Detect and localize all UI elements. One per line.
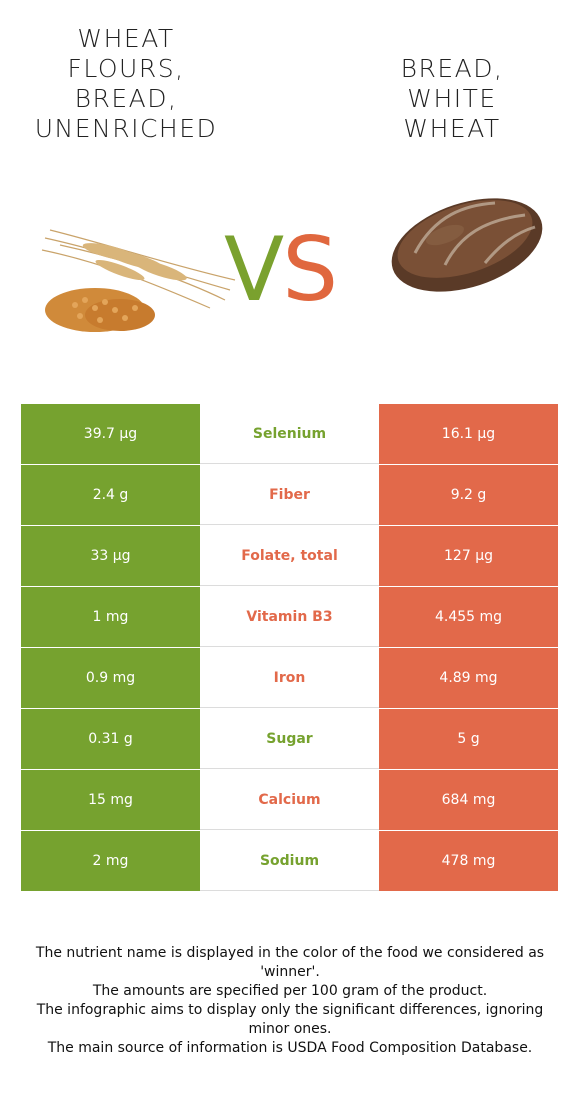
table-row: 2.4 g Fiber 9.2 g	[21, 465, 558, 526]
left-food-title: WHEAT FLOURS, BREAD, UNENRICHED	[34, 24, 218, 143]
left-value: 1 mg	[21, 587, 200, 647]
nutrient-name: Vitamin B3	[200, 587, 379, 647]
nutrient-name: Folate, total	[200, 526, 379, 586]
right-value: 478 mg	[379, 831, 558, 891]
left-value: 39.7 µg	[21, 404, 200, 464]
nutrient-name: Selenium	[200, 404, 379, 464]
right-value: 4.455 mg	[379, 587, 558, 647]
left-value: 0.31 g	[21, 709, 200, 769]
left-value: 15 mg	[21, 770, 200, 830]
left-value: 2.4 g	[21, 465, 200, 525]
table-row: 2 mg Sodium 478 mg	[21, 831, 558, 892]
nutrient-name: Sodium	[200, 831, 379, 891]
table-row: 0.9 mg Iron 4.89 mg	[21, 648, 558, 709]
right-value: 4.89 mg	[379, 648, 558, 708]
table-row: 0.31 g Sugar 5 g	[21, 709, 558, 770]
table-row: 15 mg Calcium 684 mg	[21, 770, 558, 831]
footnote: The infographic aims to display only the…	[36, 1002, 544, 1037]
nutrient-name: Iron	[200, 648, 379, 708]
footnote: The main source of information is USDA F…	[47, 1040, 533, 1056]
nutrient-name: Sugar	[200, 709, 379, 769]
right-value: 5 g	[379, 709, 558, 769]
footnotes: The nutrient name is displayed in the co…	[18, 944, 562, 1058]
right-value: 16.1 µg	[379, 404, 558, 464]
footnote: The nutrient name is displayed in the co…	[35, 945, 545, 980]
right-value: 127 µg	[379, 526, 558, 586]
right-value: 684 mg	[379, 770, 558, 830]
right-food-title: BREAD, WHITE WHEAT	[400, 54, 504, 143]
table-row: 39.7 µg Selenium 16.1 µg	[21, 404, 558, 465]
wheat-image	[41, 229, 236, 332]
nutrient-name: Calcium	[200, 770, 379, 830]
table-row: 1 mg Vitamin B3 4.455 mg	[21, 587, 558, 648]
left-value: 2 mg	[21, 831, 200, 891]
vs-label: VS	[224, 218, 338, 321]
left-value: 33 µg	[21, 526, 200, 586]
table-row: 33 µg Folate, total 127 µg	[21, 526, 558, 587]
nutrient-name: Fiber	[200, 465, 379, 525]
comparison-table: 39.7 µg Selenium 16.1 µg 2.4 g Fiber 9.2…	[21, 404, 558, 892]
left-value: 0.9 mg	[21, 648, 200, 708]
right-value: 9.2 g	[379, 465, 558, 525]
footnote: The amounts are specified per 100 gram o…	[92, 983, 488, 999]
bread-image	[391, 198, 543, 292]
